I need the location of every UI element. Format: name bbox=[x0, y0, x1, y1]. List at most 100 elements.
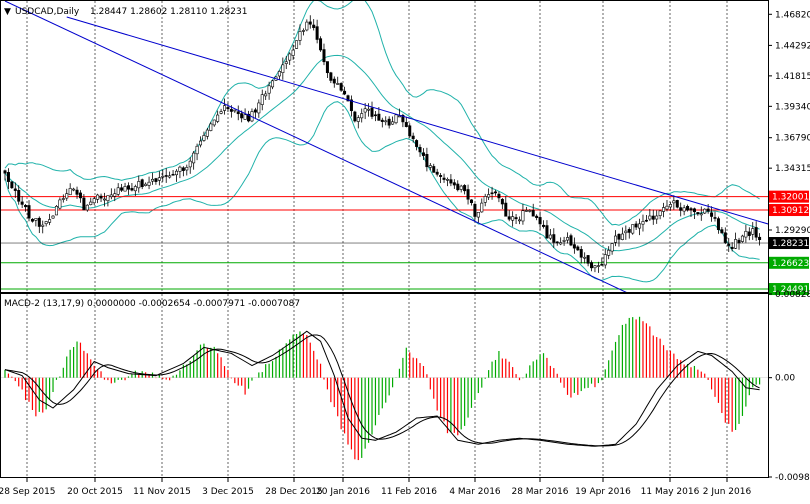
y-tick-label: 1.34315 bbox=[775, 164, 810, 174]
candle-bear bbox=[758, 236, 762, 241]
candle-bear bbox=[569, 235, 573, 246]
candle-bear bbox=[754, 227, 758, 238]
candle-bear bbox=[349, 99, 353, 112]
candle-bull bbox=[607, 249, 611, 256]
candle-bear bbox=[421, 152, 425, 156]
candle-bear bbox=[514, 217, 518, 220]
axes: 28 Sep 2015 20 Oct 2015 11 Nov 2015 3 Dec 2… bbox=[0, 10, 810, 497]
candle-bear bbox=[466, 189, 470, 200]
candle-bull bbox=[212, 119, 216, 126]
candle-bear bbox=[531, 210, 535, 217]
bollinger-lower-line bbox=[4, 101, 760, 283]
candle-bear bbox=[747, 231, 751, 236]
candle-bear bbox=[408, 125, 412, 137]
candle-bull bbox=[281, 64, 285, 73]
candle-bull bbox=[284, 61, 288, 64]
vertical-gridlines bbox=[26, 1, 728, 477]
candle-bull bbox=[655, 215, 659, 220]
candle-bull bbox=[216, 114, 220, 122]
candle-bull bbox=[185, 167, 189, 171]
candle-bull bbox=[668, 204, 672, 208]
candle-bull bbox=[459, 185, 463, 190]
candle-bull bbox=[147, 181, 151, 186]
candle-bear bbox=[425, 154, 429, 168]
candle-bear bbox=[387, 118, 391, 126]
candle-bear bbox=[493, 191, 497, 194]
candle-bear bbox=[710, 212, 714, 217]
candle-bull bbox=[480, 202, 484, 213]
candle-bull bbox=[301, 30, 305, 32]
candle-bull bbox=[54, 206, 58, 216]
macd-y-tick-label: 0.00 bbox=[775, 374, 795, 384]
y-tick-label: 1.36790 bbox=[775, 134, 810, 144]
candle-bear bbox=[435, 171, 439, 175]
candle-bull bbox=[202, 135, 206, 141]
candle-bear bbox=[449, 179, 453, 184]
candle-bull bbox=[277, 71, 281, 77]
candle-bull bbox=[233, 109, 237, 112]
y-tick-label: 1.41815 bbox=[775, 72, 810, 82]
price-plot bbox=[1, 1, 768, 292]
candle-bull bbox=[593, 265, 597, 269]
candle-bull bbox=[699, 213, 703, 216]
candle-bull bbox=[548, 234, 552, 239]
candle-bull bbox=[44, 221, 48, 225]
candle-bear bbox=[644, 219, 648, 222]
candle-bull bbox=[517, 219, 521, 222]
candle-bear bbox=[312, 24, 316, 28]
candle-bear bbox=[411, 135, 415, 140]
candle-bull bbox=[734, 239, 738, 249]
candle-bear bbox=[373, 114, 377, 117]
candle-bear bbox=[322, 49, 326, 63]
candle-bull bbox=[116, 187, 120, 195]
candle-bull bbox=[161, 175, 165, 178]
candle-bear bbox=[497, 193, 501, 199]
candle-bear bbox=[696, 212, 700, 215]
candle-bear bbox=[689, 208, 693, 211]
x-tick-label: 11 May 2016 bbox=[641, 487, 700, 497]
candle-bull bbox=[168, 175, 172, 178]
candle-bull bbox=[48, 219, 52, 223]
candle-bull bbox=[487, 194, 491, 198]
candle-bear bbox=[542, 224, 546, 227]
candle-bear bbox=[24, 205, 28, 208]
candle-bull bbox=[109, 194, 113, 198]
candle-bear bbox=[442, 177, 446, 180]
macd-y-tick-label: -0.009840 bbox=[775, 473, 810, 483]
candle-bull bbox=[740, 235, 744, 242]
candle-bear bbox=[716, 218, 720, 230]
candle-bull bbox=[195, 145, 199, 155]
candle-bull bbox=[397, 115, 401, 118]
candle-bull bbox=[528, 210, 532, 212]
x-tick-label: 2 Jun 2016 bbox=[703, 487, 752, 497]
candle-bear bbox=[17, 190, 21, 202]
candle-bull bbox=[384, 120, 388, 123]
candle-bear bbox=[253, 109, 257, 113]
candle-bull bbox=[267, 85, 271, 94]
candle-bull bbox=[562, 240, 566, 242]
candle-bull bbox=[288, 53, 292, 61]
y-tick-label: 1.29290 bbox=[775, 226, 810, 236]
candle-bear bbox=[737, 239, 741, 244]
candle-bull bbox=[34, 218, 38, 221]
candle-bull bbox=[68, 188, 72, 196]
candle-bull bbox=[751, 228, 755, 235]
candle-bull bbox=[394, 114, 398, 124]
candle-bull bbox=[271, 80, 275, 88]
candle-bear bbox=[507, 216, 511, 220]
candle-bull bbox=[336, 83, 340, 85]
candle-bear bbox=[439, 175, 443, 177]
level-price-label-bg bbox=[769, 283, 809, 296]
candle-bear bbox=[339, 83, 343, 91]
candle-bull bbox=[559, 242, 563, 245]
price-title-dropdown-icon[interactable]: ▼ bbox=[4, 7, 11, 17]
candle-bear bbox=[226, 107, 230, 110]
candle-bear bbox=[370, 107, 374, 117]
candle-bull bbox=[356, 117, 360, 122]
candle-bear bbox=[247, 113, 251, 122]
candle-bull bbox=[428, 165, 432, 168]
x-tick-label: 11 Nov 2015 bbox=[133, 487, 191, 497]
price-panel bbox=[0, 0, 769, 293]
candle-bull bbox=[51, 215, 55, 219]
